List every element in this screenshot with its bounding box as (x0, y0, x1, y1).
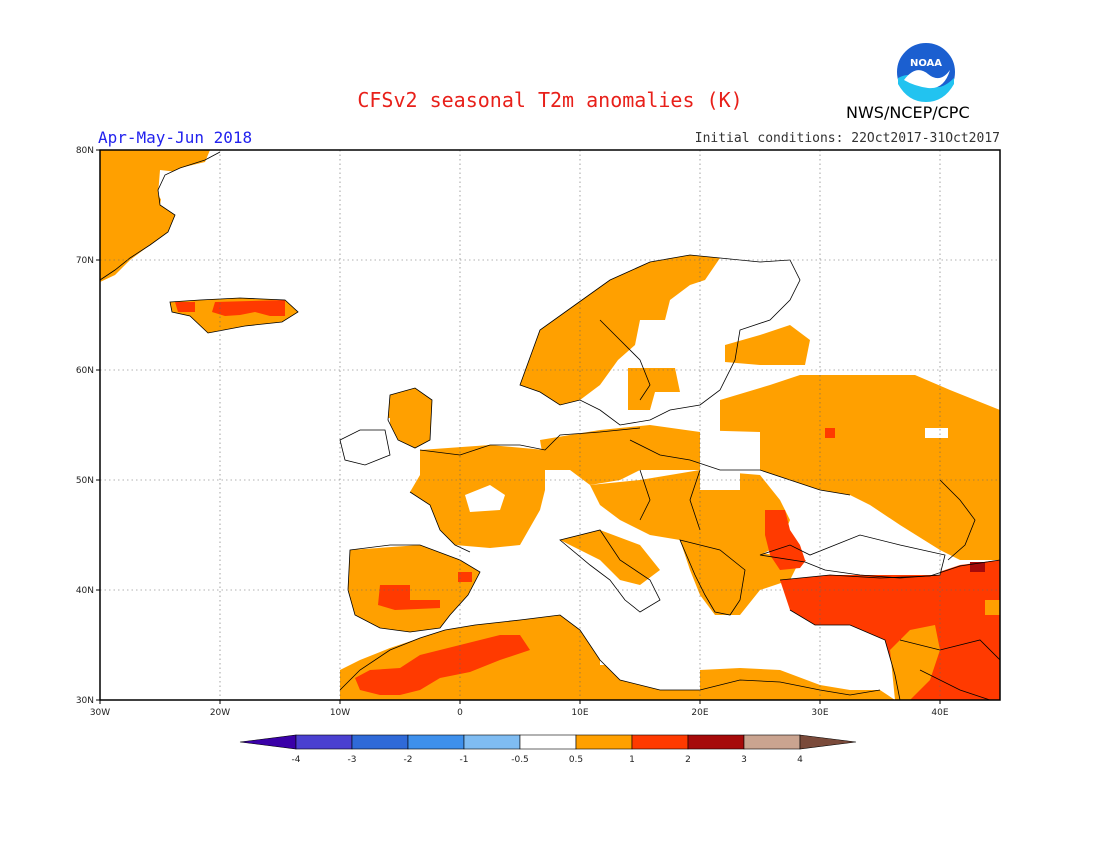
colorbar-box (631, 734, 689, 750)
forecast-period: Apr-May-Jun 2018 (98, 128, 253, 147)
anomaly-shading (100, 150, 1000, 700)
lat-label: 40N (76, 586, 94, 596)
lat-label: 80N (76, 146, 94, 156)
colorbar-label: 4 (797, 755, 803, 765)
colorbar-label: 2 (685, 755, 691, 765)
lon-label: 20W (210, 708, 230, 718)
colorbar-label: -0.5 (511, 755, 529, 765)
colorbar-boxes (239, 734, 857, 750)
lon-label: 0 (457, 708, 463, 718)
lon-label: 30W (90, 708, 110, 718)
colorbar-box (407, 734, 465, 750)
colorbar-arrow-low (239, 734, 297, 750)
axis-ticks (96, 149, 941, 704)
lon-label: 20E (691, 708, 708, 718)
lon-label: 10E (571, 708, 588, 718)
lon-label: 10W (330, 708, 350, 718)
colorbar-label: 3 (741, 755, 747, 765)
colorbar-box (351, 734, 409, 750)
colorbar-box (687, 734, 745, 750)
colorbar-box (295, 734, 353, 750)
lat-label: 30N (76, 696, 94, 706)
colorbar-label: 0.5 (569, 755, 583, 765)
coastlines (100, 151, 1000, 700)
colorbar-label: -1 (460, 755, 469, 765)
colorbar-box (463, 734, 521, 750)
lon-label: 30E (811, 708, 828, 718)
colorbar-label: -4 (292, 755, 301, 765)
lat-label: 60N (76, 366, 94, 376)
agency-label: NWS/NCEP/CPC (846, 103, 970, 122)
lon-label: 40E (931, 708, 948, 718)
colorbar-label: -3 (348, 755, 357, 765)
map-frame (99, 149, 1001, 701)
colorbar-labels: -4 -3 -2 -1 -0.5 0.5 1 2 3 4 (292, 755, 804, 765)
logo-text: NOAA (910, 58, 942, 69)
colorbar-box (575, 734, 633, 750)
lat-label: 70N (76, 256, 94, 266)
lat-label: 50N (76, 476, 94, 486)
graticule (100, 150, 1000, 700)
colorbar-box (519, 734, 577, 750)
colorbar-arrow-high (799, 734, 857, 750)
noaa-logo-icon: NOAA (895, 41, 957, 103)
colorbar-label: -2 (404, 755, 413, 765)
map-title: CFSv2 seasonal T2m anomalies (K) (357, 88, 743, 112)
colorbar-label: 1 (629, 755, 635, 765)
colorbar-box (743, 734, 801, 750)
initial-conditions: Initial conditions: 22Oct2017-31Oct2017 (694, 131, 1000, 146)
